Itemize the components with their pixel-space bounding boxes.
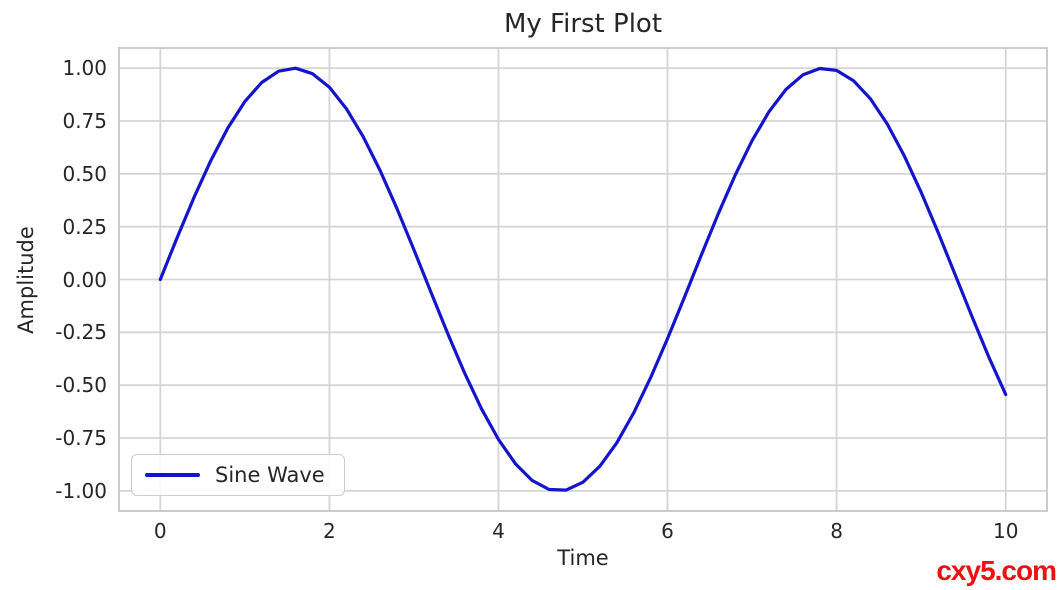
y-tick-label: 0.00 xyxy=(62,267,107,292)
x-tick-label: 8 xyxy=(830,519,843,543)
x-tick-label: 4 xyxy=(492,519,505,543)
y-axis-label: Amplitude xyxy=(14,226,38,334)
x-axis-label: Time xyxy=(557,546,609,570)
y-tick-label: 0.25 xyxy=(62,214,107,239)
plot-area xyxy=(118,47,1048,512)
chart-title: My First Plot xyxy=(503,9,663,39)
x-tick-label: 2 xyxy=(322,519,336,543)
sine-wave-line xyxy=(158,66,1008,492)
x-tick-label: 6 xyxy=(661,519,674,543)
x-axis-ticks: 0 2 4 6 8 10 xyxy=(118,512,1048,552)
y-tick-label: -0.75 xyxy=(55,426,107,451)
x-tick-label: 0 xyxy=(153,519,167,543)
y-tick-label: -1.00 xyxy=(55,478,107,503)
y-tick-label: -0.50 xyxy=(55,373,107,398)
x-tick-label: 10 xyxy=(992,519,1019,543)
legend-label: Sine Wave xyxy=(215,463,325,487)
y-axis-ticks: 1.00 0.75 0.50 0.25 0.00 -0.25 -0.50 -0.75 -1.00 xyxy=(0,47,107,512)
watermark: cxy5.com xyxy=(936,555,1057,586)
y-tick-label: 1.00 xyxy=(62,56,107,81)
y-tick-label: 0.75 xyxy=(62,108,107,133)
legend-line-sample xyxy=(145,473,200,477)
y-tick-label: 0.50 xyxy=(62,161,107,186)
plot-canvas xyxy=(118,47,1048,512)
y-tick-label: -0.25 xyxy=(55,320,107,345)
legend: Sine Wave xyxy=(131,454,345,496)
axes-frame xyxy=(118,47,1048,512)
